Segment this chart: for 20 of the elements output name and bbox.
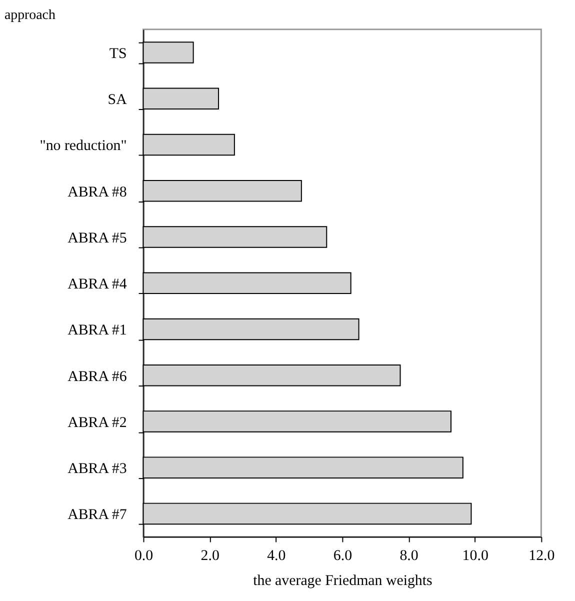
y-tick-label: ABRA #5	[68, 230, 127, 246]
y-tick-label: ABRA #6	[68, 368, 128, 385]
x-tick-label: 4.0	[267, 548, 286, 564]
x-tick-label: 8.0	[400, 548, 418, 564]
y-tick-label: TS	[109, 46, 127, 62]
x-tick-label: 10.0	[462, 548, 488, 564]
y-tick-label: ABRA #4	[68, 276, 128, 293]
y-tick-label: "no reduction"	[40, 138, 127, 154]
x-axis-title: the average Friedman weights	[253, 572, 433, 589]
y-tick-label: ABRA #8	[68, 184, 127, 200]
y-tick-label: ABRA #2	[68, 414, 127, 431]
y-tick-label: ABRA #3	[68, 461, 127, 478]
y-tick-label: ABRA #7	[68, 507, 128, 524]
y-axis-title: approach	[4, 8, 56, 23]
x-tick-label: 12.0	[528, 548, 555, 564]
x-tick-label: 2.0	[200, 548, 220, 564]
x-tick-label: 6.0	[333, 548, 352, 564]
x-tick-label: 0.0	[134, 548, 154, 564]
y-tick-label: ABRA #1	[68, 322, 127, 339]
y-tick-label: SA	[108, 92, 128, 108]
